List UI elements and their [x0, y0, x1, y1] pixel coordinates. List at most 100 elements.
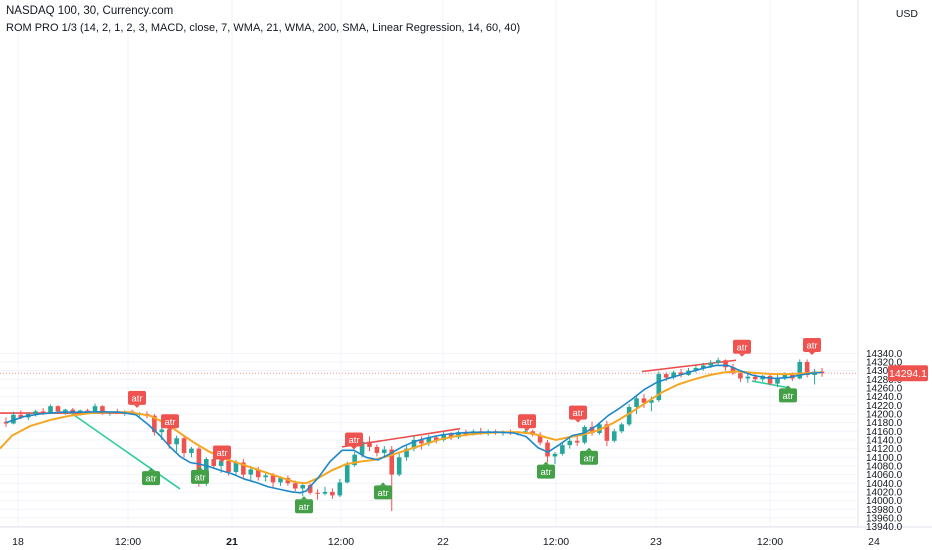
- atr-badge-text: atr: [216, 448, 227, 459]
- y-tick-label: 14220.0: [866, 401, 903, 412]
- candle-body: [218, 460, 224, 466]
- atr-badge-pointer: [809, 352, 815, 356]
- atr-badge: atr: [779, 385, 797, 403]
- candle-body: [782, 374, 788, 378]
- atr-badge-box: [213, 445, 231, 460]
- atr-badge-pointer: [148, 468, 154, 472]
- candle-body: [723, 360, 728, 368]
- atr-badge-text: atr: [782, 391, 793, 402]
- time-axis[interactable]: 18 12:00 21 12:00 22 12:00 23 12:00 24: [12, 536, 880, 548]
- atr-badge-text: atr: [164, 417, 175, 428]
- price-axis[interactable]: 13940.013960.013980.014000.014020.014040…: [866, 349, 903, 533]
- candle-body: [411, 439, 417, 449]
- regression-line: [69, 411, 181, 490]
- atr-badge-box: [779, 388, 797, 403]
- atr-badge-box: [142, 471, 160, 486]
- atr-badge-pointer: [785, 385, 791, 389]
- candle-body: [55, 406, 61, 412]
- x-tick-label: 12:00: [543, 536, 569, 548]
- atr-badge-box: [569, 405, 587, 420]
- candle-body: [174, 438, 179, 445]
- candle-body: [730, 367, 736, 374]
- atr-badge: atr: [295, 496, 313, 514]
- candle-body: [396, 457, 402, 475]
- candle-body: [92, 406, 98, 412]
- candle-body: [307, 485, 313, 493]
- last-price-value: 14294.1: [889, 368, 927, 380]
- currency-label: USD: [895, 8, 918, 20]
- candle-body: [40, 411, 46, 414]
- atr-badge-text: atr: [348, 435, 359, 446]
- candles: [3, 357, 825, 512]
- y-tick-label: 14080.0: [866, 461, 903, 472]
- candle-body: [745, 376, 751, 379]
- x-tick-label: 24: [868, 536, 880, 548]
- atr-badge-text: atr: [194, 472, 205, 483]
- atr-badge-box: [374, 485, 392, 500]
- candle-body: [433, 437, 439, 440]
- candle-body: [11, 414, 16, 424]
- candle-body: [701, 365, 706, 369]
- indicator-legend[interactable]: ROM PRO 1/3 (14, 2, 1, 2, 3, MACD, close…: [6, 22, 521, 34]
- candle-body: [537, 434, 543, 443]
- candle-body: [85, 410, 90, 412]
- candle-body: [337, 482, 343, 496]
- candle-body: [48, 406, 53, 414]
- symbol-title: NASDAQ 100, 30, Currency.com: [6, 5, 174, 17]
- candle-body: [374, 446, 380, 453]
- atr-badge: atr: [803, 338, 821, 356]
- candle-body: [389, 449, 395, 475]
- atr-badge-pointer: [380, 482, 386, 486]
- candle-body: [63, 409, 68, 412]
- atr-badge-box: [580, 450, 598, 465]
- candle-body: [330, 491, 335, 496]
- candle-body: [382, 449, 387, 453]
- candle-body: [552, 453, 558, 457]
- candle-body: [248, 469, 254, 475]
- y-tick-label: 14000.0: [866, 496, 903, 507]
- atr-badge: atr: [345, 432, 363, 450]
- y-tick-label: 13940.0: [866, 522, 903, 533]
- y-tick-label: 14200.0: [866, 409, 903, 420]
- wma-fast-line: [5, 364, 823, 494]
- x-tick-label: 22: [437, 536, 449, 548]
- last-price-label: 14294.1: [888, 365, 928, 382]
- atr-badge: atr: [161, 414, 179, 432]
- candle-body: [152, 415, 157, 433]
- x-tick-label: 23: [650, 536, 662, 548]
- y-tick-label: 14320.0: [866, 357, 903, 368]
- candle-body: [456, 432, 461, 438]
- y-tick-label: 14100.0: [866, 453, 903, 464]
- candle-body: [159, 429, 165, 433]
- atr-badge-pointer: [197, 466, 203, 470]
- x-tick-label: 12:00: [328, 536, 354, 548]
- atr-badge-pointer: [586, 447, 592, 451]
- atr-badge-box: [518, 414, 536, 429]
- candle-body: [419, 439, 424, 444]
- candle-body: [567, 440, 573, 446]
- atr-badge-text: atr: [540, 467, 551, 478]
- atr-badge: atr: [733, 339, 751, 357]
- candle-body: [404, 448, 409, 458]
- atr-badge: atr: [213, 445, 231, 463]
- candle-body: [441, 433, 446, 440]
- candle-body: [604, 424, 610, 441]
- atr-badge-text: atr: [583, 453, 594, 464]
- atr-badge-pointer: [575, 419, 581, 423]
- candle-body: [233, 462, 239, 473]
- candle-body: [649, 400, 654, 403]
- y-tick-label: 14340.0: [866, 349, 903, 360]
- y-tick-label: 14300.0: [866, 366, 903, 377]
- candle-body: [626, 407, 632, 425]
- candle-body: [560, 445, 565, 454]
- atr-badge-text: atr: [145, 474, 156, 485]
- y-tick-label: 14240.0: [866, 392, 903, 403]
- atr-badge: atr: [191, 466, 209, 484]
- y-tick-label: 13960.0: [866, 513, 903, 524]
- candle-body: [70, 409, 76, 413]
- candle-body: [708, 362, 714, 366]
- x-tick-label: 12:00: [115, 536, 141, 548]
- candle-body: [619, 424, 625, 432]
- atr-badge-text: atr: [521, 417, 532, 428]
